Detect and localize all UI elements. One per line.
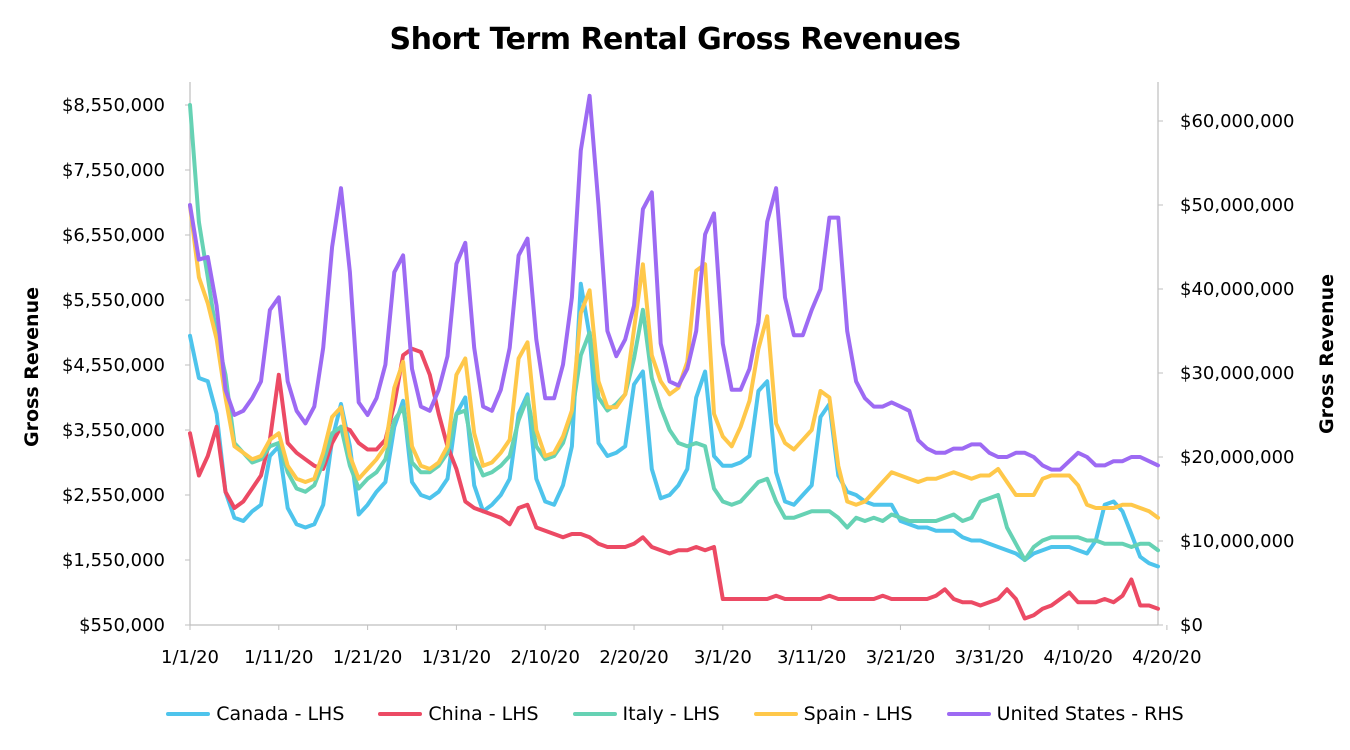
y-right-tick-label: $0 [1180,615,1203,636]
axes-group [185,82,1168,630]
x-tick-label: 1/31/20 [422,647,491,668]
legend-label: China - LHS [428,703,539,725]
y-right-tick-label: $50,000,000 [1180,195,1295,216]
y-right-tick-label: $10,000,000 [1180,531,1295,552]
x-tick-label: 1/11/20 [244,647,313,668]
series-group [188,93,1160,621]
legend: Canada - LHS China - LHS Italy - LHS Spain … [0,703,1350,725]
y-left-tick-label: $2,550,000 [62,485,165,506]
legend-item-canada: Canada - LHS [166,703,344,725]
y-left-tick-label: $1,550,000 [62,550,165,571]
legend-item-italy: Italy - LHS [572,703,720,725]
series-line-italy [188,103,1160,562]
legend-swatch [946,712,991,716]
series-line-spain [188,203,1160,520]
x-tick-label: 4/20/20 [1132,647,1201,668]
y-left-tick-label: $3,550,000 [62,420,165,441]
y-left-tick-label: $6,550,000 [62,225,165,246]
legend-swatch [166,712,211,716]
x-tick-label: 3/31/20 [955,647,1024,668]
x-tick-label: 4/10/20 [1043,647,1112,668]
x-tick-label: 2/20/20 [599,647,668,668]
x-tick-label: 3/21/20 [866,647,935,668]
y-right-tick-label: $20,000,000 [1180,447,1295,468]
y-right-axis-title: Gross Revenue [1316,274,1338,434]
series-line-united-states [188,93,1160,472]
x-tick-label: 1/21/20 [333,647,402,668]
legend-swatch [378,712,423,716]
x-tick-label: 2/10/20 [511,647,580,668]
x-tick-label: 1/1/20 [161,647,219,668]
y-left-tick-label: $8,550,000 [62,95,165,116]
legend-label: United States - RHS [996,703,1184,725]
legend-label: Canada - LHS [216,703,345,725]
y-right-tick-label: $30,000,000 [1180,363,1295,384]
legend-label: Spain - LHS [803,703,913,725]
x-tick-label: 3/11/20 [777,647,846,668]
legend-item-united-states: United States - RHS [946,703,1184,725]
x-tick-label: 3/1/20 [694,647,752,668]
y-right-tick-label: $40,000,000 [1180,279,1295,300]
tick-labels-group: $550,000 $1,550,000 $2,550,000 $3,550,000 $4… [62,95,1295,668]
y-left-tick-label: $7,550,000 [62,160,165,181]
chart-title: Short Term Rental Gross Revenues [389,22,961,57]
legend-item-spain: Spain - LHS [753,703,913,725]
y-left-tick-label: $5,550,000 [62,290,165,311]
series-line-china [188,346,1160,621]
legend-swatch [572,712,617,716]
legend-label: Italy - LHS [622,703,720,725]
series-line-canada [188,281,1160,569]
y-left-tick-label: $550,000 [79,615,165,636]
y-left-tick-label: $4,550,000 [62,355,165,376]
y-right-tick-label: $60,000,000 [1180,111,1295,132]
y-left-axis-title: Gross Revenue [21,287,43,447]
legend-item-china: China - LHS [378,703,539,725]
legend-swatch [753,712,798,716]
